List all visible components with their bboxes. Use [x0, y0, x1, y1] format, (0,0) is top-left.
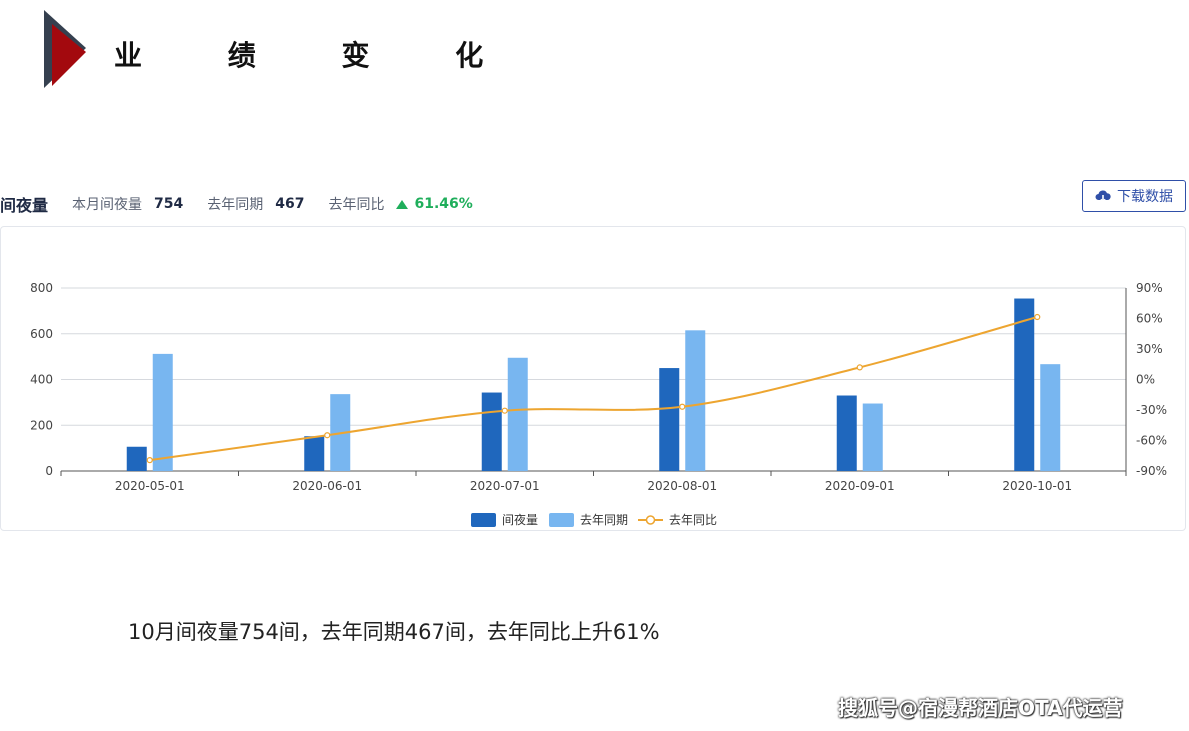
last-year-label: 去年同期: [207, 197, 264, 213]
y-tick-label: 0: [45, 464, 53, 478]
y2-tick-label: 60%: [1136, 312, 1163, 326]
y-tick-label: 800: [30, 281, 53, 295]
y2-tick-label: -60%: [1136, 434, 1167, 448]
bar-current: [481, 392, 502, 471]
stats-bar: 间夜量 本月间夜量 754 去年同期 467 去年同比 61.46%: [0, 192, 473, 216]
page-title: 业 绩 变 化: [114, 39, 522, 72]
bar-last-year: [152, 353, 173, 471]
x-tick-label: 2020-09-01: [825, 479, 895, 493]
y2-tick-label: 90%: [1136, 281, 1163, 295]
legend-swatch-current: [471, 513, 496, 527]
night-volume-chart: 0 200 400 600 800 -90% -60% -30% 0% 30% 60% 90% 2020…: [30, 281, 1167, 527]
bar-current: [659, 368, 680, 471]
current-month-value: 754: [154, 196, 184, 212]
yoy-point: [679, 403, 686, 410]
y-tick-label: 400: [30, 373, 53, 387]
chart-panel: 0 200 400 600 800 -90% -60% -30% 0% 30% 60% 90% 2020…: [0, 226, 1186, 531]
cloud-download-icon: [1095, 190, 1111, 203]
legend-label-current: 间夜量: [502, 512, 538, 527]
metric-name: 间夜量: [0, 196, 49, 215]
x-tick-label: 2020-08-01: [647, 479, 717, 493]
watermark: 搜狐号@宿漫帮酒店OTA代运营: [838, 696, 1123, 720]
yoy-point: [856, 364, 863, 371]
last-year-value: 467: [275, 196, 305, 212]
bar-current: [126, 446, 147, 471]
legend-label-last-year: 去年同期: [580, 513, 628, 527]
download-data-button[interactable]: 下载数据: [1082, 180, 1186, 212]
bar-current: [1014, 298, 1035, 471]
y2-tick-label: 30%: [1136, 342, 1163, 356]
y2-tick-label: -30%: [1136, 403, 1167, 417]
bar-last-year: [507, 357, 528, 471]
yoy-label: 去年同比: [328, 197, 385, 213]
bar-last-year: [685, 330, 706, 471]
y-tick-label: 600: [30, 327, 53, 341]
current-month-label: 本月间夜量: [72, 197, 143, 213]
yoy-point: [146, 457, 153, 464]
legend-label-yoy: 去年同比: [669, 513, 717, 527]
x-tick-label: 2020-05-01: [115, 479, 185, 493]
download-button-label: 下载数据: [1117, 189, 1173, 205]
bar-current: [836, 395, 857, 471]
bar-last-year: [862, 403, 883, 471]
x-tick-label: 2020-06-01: [292, 479, 362, 493]
x-tick-label: 2020-07-01: [470, 479, 540, 493]
yoy-point: [324, 432, 331, 439]
section-logo: [44, 10, 86, 88]
bar-last-year: [1040, 364, 1061, 471]
legend-marker-yoy: [645, 515, 656, 525]
up-arrow-icon: [396, 199, 409, 209]
yoy-value: 61.46%: [414, 196, 473, 212]
yoy-point: [1034, 313, 1041, 321]
summary-caption: 10月间夜量754间，去年同期467间，去年同比上升61%: [128, 620, 660, 644]
bar-current: [304, 436, 325, 471]
yoy-line: [149, 316, 1038, 462]
yoy-point: [501, 407, 508, 414]
y2-tick-label: 0%: [1136, 373, 1155, 387]
x-tick-label: 2020-10-01: [1002, 479, 1072, 493]
y2-tick-label: -90%: [1136, 464, 1167, 478]
legend-swatch-last-year: [549, 513, 574, 527]
y-tick-label: 200: [30, 418, 53, 432]
